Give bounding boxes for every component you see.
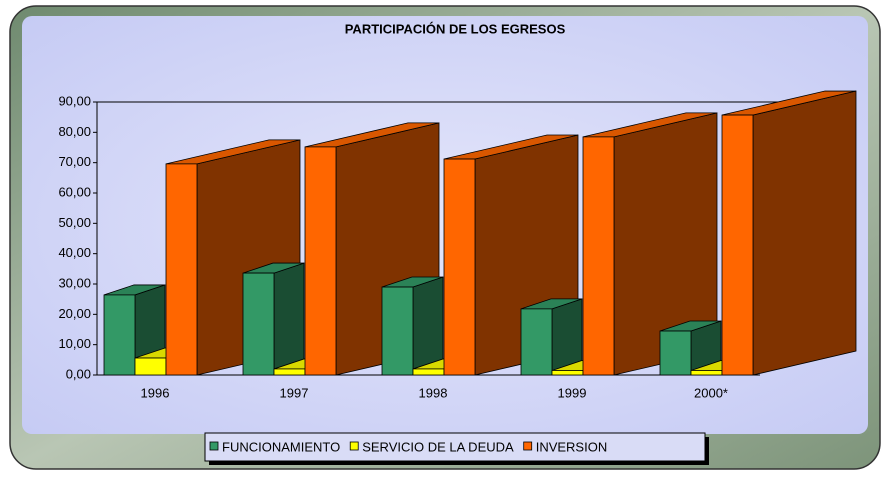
y-tick-label: 80,00 <box>58 124 91 139</box>
bar-front <box>582 136 615 376</box>
bar-front <box>551 370 584 376</box>
y-tick-label: 40,00 <box>58 245 91 260</box>
y-tick-label: 50,00 <box>58 215 91 230</box>
y-tick-label: 90,00 <box>58 93 91 108</box>
y-tick-label: 30,00 <box>58 275 91 290</box>
bar-front <box>412 368 445 376</box>
y-tick-label: 10,00 <box>58 336 91 351</box>
bar-side <box>752 90 857 376</box>
bar-front <box>273 368 306 376</box>
x-tick-label: 1999 <box>558 385 587 400</box>
bar-front <box>721 114 754 376</box>
bar-front <box>520 308 553 376</box>
x-tick-label: 1996 <box>141 385 170 400</box>
x-tick-label: 2000* <box>694 385 728 400</box>
bar-front <box>103 294 136 376</box>
legend-swatch <box>523 441 533 451</box>
y-tick-label: 20,00 <box>58 306 91 321</box>
x-tick-label: 1998 <box>419 385 448 400</box>
legend-label: FUNCIONAMIENTO <box>222 439 340 454</box>
legend-box <box>204 432 706 462</box>
bar <box>165 139 301 376</box>
bar-front <box>690 370 723 376</box>
bar <box>582 112 718 376</box>
bar-front <box>304 146 337 376</box>
legend-label: INVERSION <box>536 439 608 454</box>
bar <box>242 262 305 376</box>
bar-side <box>273 262 305 376</box>
legend: FUNCIONAMIENTO SERVICIO DE LA DEUDA INVERS… <box>204 432 709 465</box>
y-tick-label: 70,00 <box>58 154 91 169</box>
x-tick-label: 1997 <box>280 385 309 400</box>
bar <box>381 276 444 376</box>
bar <box>659 320 722 376</box>
bar-front <box>659 330 692 376</box>
legend-swatch <box>209 441 219 451</box>
chart-title: PARTICIPACIÓN DE LOS EGRESOS <box>345 21 566 36</box>
bar-front <box>381 286 414 376</box>
legend-label: SERVICIO DE LA DEUDA <box>362 439 514 454</box>
bar-front <box>443 158 476 376</box>
legend-swatch <box>349 441 359 451</box>
bar-front <box>134 357 167 376</box>
bar-front <box>165 163 198 376</box>
bar-front <box>242 272 275 376</box>
y-tick-label: 0,00 <box>66 366 91 381</box>
bar <box>520 298 583 376</box>
bar <box>721 90 857 376</box>
y-tick-label: 60,00 <box>58 184 91 199</box>
